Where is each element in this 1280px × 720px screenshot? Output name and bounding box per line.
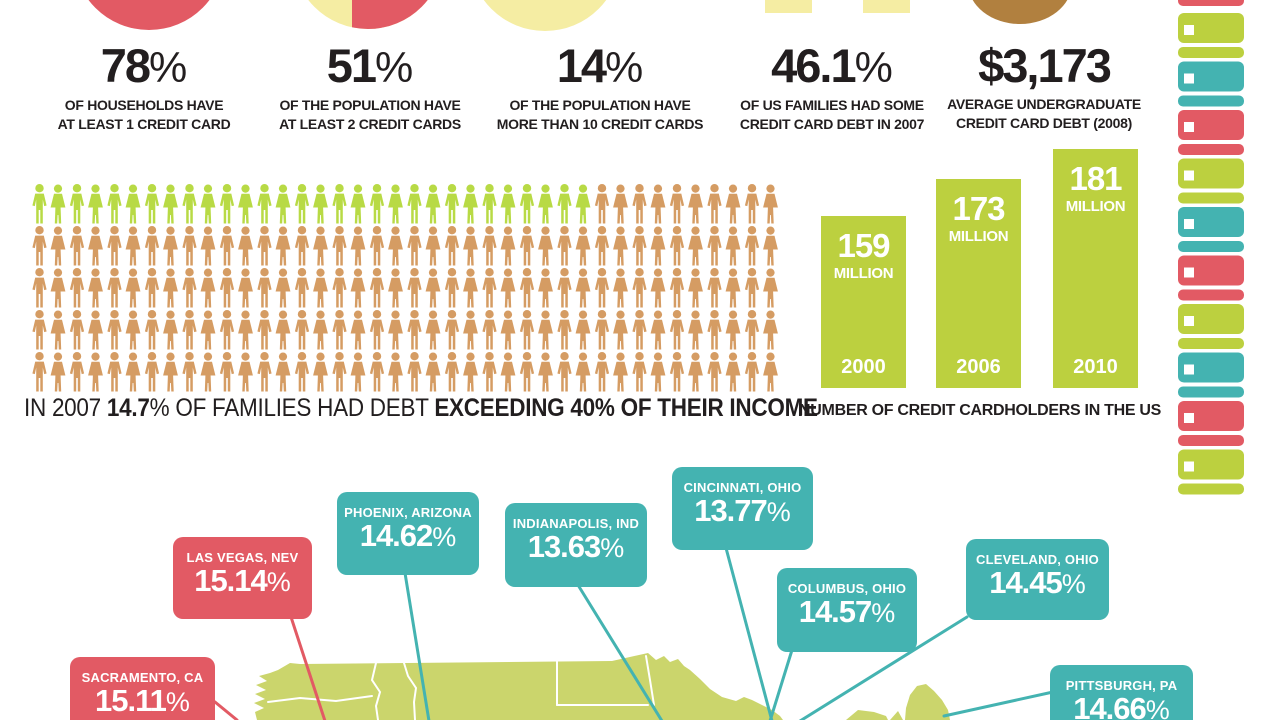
callout-connector-lines	[213, 546, 1055, 720]
stat-label: OF THE POPULATION HAVE MORE THAN 10 CREDI…	[496, 97, 704, 132]
city-callout: CLEVELAND, OHIO 14.45%	[966, 539, 1109, 620]
connector-line	[724, 546, 774, 720]
top-stat-graphics	[88, 0, 1068, 31]
map-state-borders	[267, 655, 655, 720]
connector-line	[768, 648, 794, 720]
credit-card-icon	[1178, 255, 1244, 301]
callout-value: 13.63%	[527, 529, 625, 564]
pie-yellow-icon	[483, 0, 607, 31]
callout-value: 15.14%	[194, 563, 291, 598]
stat-column: 14% OF THE POPULATION HAVE MORE THAN 10 CR…	[480, 42, 720, 134]
us-map-landmass	[254, 653, 950, 720]
bar-value: 159	[837, 227, 890, 264]
city-callout: LAS VEGAS, NEV 15.14%	[173, 537, 312, 619]
credit-card-icon	[1178, 401, 1244, 446]
debt-statement-segment: 14.7	[106, 394, 150, 422]
callout-city: CLEVELAND, OHIO	[976, 552, 1099, 567]
stat-label: OF THE POPULATION HAVE AT LEAST 2 CREDIT …	[279, 97, 461, 132]
bar-year: 2010	[1073, 356, 1118, 378]
callout-value: 14.45%	[989, 565, 1086, 600]
stat-column: 78% OF HOUSEHOLDS HAVE AT LEAST 1 CREDIT C…	[24, 42, 264, 134]
city-callout: PITTSBURGH, PA 14.66%	[1050, 665, 1193, 720]
connector-line	[213, 700, 239, 720]
city-callout: CINCINNATI, OHIO 13.77%	[672, 467, 813, 550]
map-new-york-sliver	[846, 710, 888, 720]
connector-line	[289, 615, 327, 720]
callout-value: 14.57%	[798, 594, 896, 629]
debt-statement-segment: IN 2007	[24, 394, 107, 422]
wallet-icon	[972, 0, 1068, 24]
stat-label: OF US FAMILIES HAD SOME CREDIT CARD DEBT …	[739, 97, 925, 132]
stat-label: OF HOUSEHOLDS HAVE AT LEAST 1 CREDIT CARD	[57, 97, 231, 132]
bar-value: 181	[1069, 160, 1122, 197]
credit-card-icon	[1178, 61, 1244, 107]
callout-value: 13.77%	[694, 493, 791, 528]
stat-value: 46.1%	[771, 39, 893, 92]
callout-value: 15.11%	[95, 683, 190, 718]
bar-2000: 159 MILLION 2000	[821, 216, 906, 388]
city-callout: SACRAMENTO, CA 15.11%	[70, 657, 215, 720]
bar-unit: MILLION	[948, 228, 1009, 245]
stat-column: $3,173 AVERAGE UNDERGRADUATE CREDIT CARD D…	[924, 42, 1164, 133]
debt-statement-segment: EXCEEDING 40% OF THEIR INCOME	[434, 394, 818, 422]
credit-card-icon	[1178, 449, 1244, 495]
credit-card-icon-partial	[1178, 0, 1244, 6]
connector-line	[576, 583, 664, 720]
credit-card-icon	[1178, 352, 1244, 398]
connector-line	[942, 690, 1055, 718]
stat-label: AVERAGE UNDERGRADUATE CREDIT CARD DEBT (2…	[947, 96, 1141, 131]
stat-value: 78%	[100, 39, 188, 92]
connector-line	[798, 615, 969, 720]
bar-2006: 173 MILLION 2006	[936, 179, 1021, 388]
map-maine	[905, 684, 950, 720]
bar-chart-title: NUMBER OF CREDIT CARDHOLDERS IN THE US	[799, 402, 1161, 419]
credit-card-stack	[1178, 0, 1244, 495]
callout-city: PITTSBURGH, PA	[1065, 678, 1178, 693]
bar-year: 2006	[956, 356, 1001, 378]
debt-statement: IN 2007 14.7% OF FAMILIES HAD DEBT EXCEE…	[24, 394, 818, 423]
city-callout: INDIANAPOLIS, IND 13.63%	[505, 503, 647, 587]
callout-city: PHOENIX, ARIZONA	[344, 505, 472, 520]
stat-column: 51% OF THE POPULATION HAVE AT LEAST 2 CRED…	[250, 42, 490, 134]
credit-card-icon	[1178, 13, 1244, 58]
callout-city: CINCINNATI, OHIO	[683, 480, 802, 495]
yellow-bars-icon	[765, 0, 910, 13]
bar-value: 173	[952, 190, 1005, 227]
pie-mostly-red-icon	[88, 0, 210, 30]
callout-city: SACRAMENTO, CA	[81, 670, 204, 685]
credit-card-icon	[1178, 110, 1244, 155]
stat-column: 46.1% OF US FAMILIES HAD SOME CREDIT CARD …	[712, 42, 952, 134]
debt-statement-segment: % OF FAMILIES HAD DEBT	[149, 394, 435, 422]
bar-unit: MILLION	[1065, 198, 1126, 215]
bar-unit: MILLION	[833, 265, 894, 282]
callout-city: LAS VEGAS, NEV	[186, 550, 299, 565]
city-callout: COLUMBUS, OHIO 14.57%	[777, 568, 917, 652]
callout-city: COLUMBUS, OHIO	[787, 581, 907, 596]
callout-value: 14.66%	[1073, 691, 1170, 720]
callout-city: INDIANAPOLIS, IND	[512, 516, 640, 531]
stat-value: $3,173	[978, 39, 1112, 92]
stat-value: 51%	[326, 39, 414, 92]
credit-card-icon	[1178, 207, 1244, 252]
bar-2010: 181 MILLION 2010	[1053, 149, 1138, 388]
callout-value: 14.62%	[359, 518, 457, 553]
connector-line	[403, 571, 431, 720]
stat-value: 14%	[556, 39, 644, 92]
map-new-hampshire-sliver	[890, 711, 903, 720]
bar-year: 2000	[841, 356, 886, 378]
credit-card-icon	[1178, 158, 1244, 204]
city-callout: PHOENIX, ARIZONA 14.62%	[337, 492, 479, 575]
credit-card-icon	[1178, 304, 1244, 349]
